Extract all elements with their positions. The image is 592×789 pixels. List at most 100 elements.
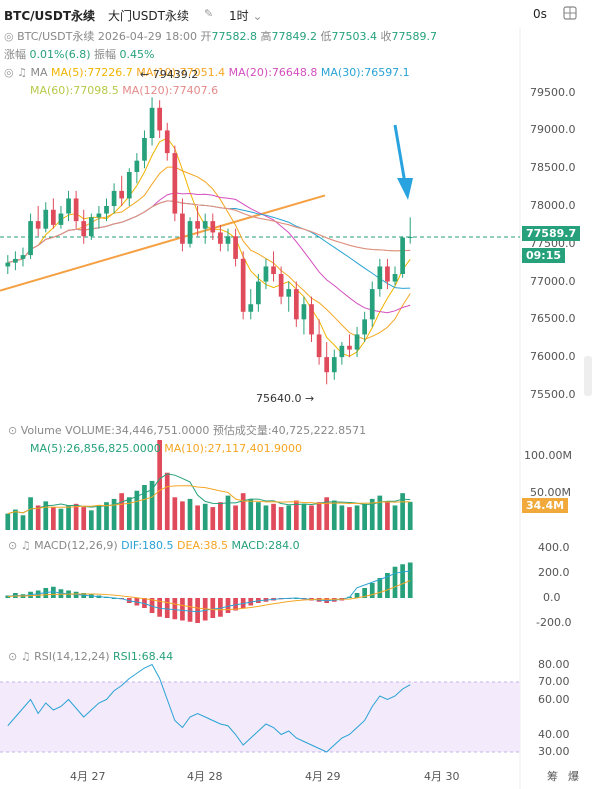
candle-countdown: 09:15 (526, 249, 562, 262)
macd-label: MACD(12,26,9) (34, 539, 118, 552)
ohlc-datetime: 2026-04-29 18:00 (97, 30, 197, 43)
trend-line (0, 194, 326, 292)
collapse-icon[interactable]: ⊙ (8, 650, 18, 663)
volume-bar (20, 515, 26, 530)
price-axis-label: 79000.0 (530, 123, 576, 137)
high-annotation: ← 79439.2 (140, 68, 199, 81)
macd-bar (180, 598, 185, 621)
volume-bar (73, 503, 79, 530)
candle-body (301, 304, 307, 320)
timeframe-select[interactable]: 1时 ⌄ (229, 7, 263, 24)
change-row: 涨幅 0.01%(6.8) 振幅 0.45% (4, 48, 154, 61)
volume-bar (362, 503, 368, 530)
candle-body (271, 266, 276, 274)
volume-bar (81, 507, 87, 530)
macd-bar (392, 566, 398, 598)
volume-bar (377, 495, 383, 530)
rsi-label: RSI(14,12,24) (34, 650, 110, 663)
volume-bar (233, 505, 238, 530)
volume-bar (316, 502, 322, 530)
open-label: 开 (200, 30, 212, 43)
bell-icon[interactable]: ♫ (17, 66, 27, 79)
vol-ma10: MA(10):27,117,401.9000 (164, 442, 303, 455)
eye-icon[interactable]: ◎ (4, 30, 14, 43)
open-value: 77582.8 (211, 30, 257, 43)
liquidation-button[interactable]: 爆 (568, 770, 579, 783)
volume-bar (400, 493, 405, 530)
volume-predict: 预估成交量:40,725,222.8571 (212, 424, 367, 437)
macd-bar (400, 564, 405, 598)
candle-body (309, 304, 314, 335)
macd-value: MACD:284.0 (231, 539, 300, 552)
candle-body (400, 237, 405, 274)
volume-ma-legend: MA(5):26,856,825.0000 MA(10):27,117,401.… (30, 442, 302, 455)
ma10-value: MA(10):77051.4 (136, 66, 226, 79)
grid-icon[interactable] (563, 6, 577, 20)
vol-ma10-line (7, 485, 411, 515)
volume-bar (164, 472, 170, 530)
macd-pane (5, 562, 413, 623)
candle-body (164, 130, 170, 154)
volume-bar (255, 502, 261, 530)
bell-icon[interactable]: ♫ (20, 539, 31, 552)
candle-body (286, 289, 292, 297)
price-axis-label: 78000.0 (530, 199, 576, 212)
rsi-axis-label: 70.00 (538, 675, 570, 688)
candle-body (392, 274, 398, 282)
volume-tag: 34.4M (522, 498, 569, 513)
bell-icon[interactable]: ♫ (20, 650, 31, 663)
volume-bar (180, 501, 185, 530)
ma-legend-row1: ◎ ♫ MA MA(5):77226.7 MA(10):77051.4 MA(2… (4, 66, 410, 79)
macd-axis-label: -200.0 (536, 616, 572, 629)
chips-button[interactable]: 筹 (547, 770, 558, 783)
candle-body (255, 281, 261, 305)
candle-body (43, 209, 49, 229)
volume-bar (240, 493, 246, 530)
price-axis-label: 79500.0 (530, 85, 576, 99)
candle-body (377, 266, 383, 290)
chart-canvas[interactable] (0, 28, 592, 789)
volume-bar (13, 509, 18, 530)
volume-bar (134, 490, 140, 530)
candle-body (385, 266, 390, 282)
amp-label: 振幅 (94, 48, 117, 61)
collapse-icon[interactable]: ⊙ (8, 424, 18, 437)
vol-ma5-line (7, 473, 411, 515)
volume-bar (149, 480, 155, 530)
volume-bar (286, 505, 292, 530)
eye-icon[interactable]: ◎ (4, 66, 14, 79)
candle-body (187, 221, 193, 244)
candle-body (126, 172, 132, 199)
macd-bar (210, 598, 216, 618)
countdown-label: 0s (533, 7, 547, 21)
ohlc-row: ◎ BTC/USDT永续 2026-04-29 18:00 开77582.8 高… (4, 30, 437, 43)
volume-bar (142, 485, 147, 530)
vol-axis-100m: 100.00M (524, 449, 572, 462)
macd-axis-label: 0.0 (543, 591, 561, 604)
symbol-title[interactable]: BTC/USDT永续 (4, 9, 96, 23)
candle-body (324, 357, 330, 373)
rsi-pane (0, 663, 520, 753)
volume-bar (43, 501, 49, 530)
rsi-axis-label: 80.00 (538, 657, 570, 671)
panel-handle[interactable] (584, 356, 592, 396)
macd-bar (362, 588, 368, 598)
rsi-axis-label: 30.00 (538, 745, 570, 758)
collapse-icon[interactable]: ⊙ (8, 539, 18, 552)
volume-bar (331, 500, 337, 530)
macd-bar (225, 598, 231, 613)
rsi-band (0, 682, 520, 752)
volume-bar (218, 502, 223, 530)
candle-body (50, 209, 56, 225)
candle-body (134, 160, 140, 172)
vol-ma5: MA(5):26,856,825.0000 (30, 442, 161, 455)
macd-legend: ⊙ ♫ MACD(12,26,9) DIF:180.5 DEA:38.5 MAC… (8, 539, 300, 552)
edit-icon[interactable]: ✎ (204, 7, 214, 20)
volume-bar (225, 495, 231, 530)
candle-body (20, 255, 26, 259)
volume-bar (202, 503, 208, 530)
price-axis-label: 76000.0 (530, 350, 576, 364)
ma-label: MA (30, 66, 48, 79)
ma60-value: MA(60):77098.5 (30, 84, 119, 97)
macd-bar (172, 598, 178, 620)
